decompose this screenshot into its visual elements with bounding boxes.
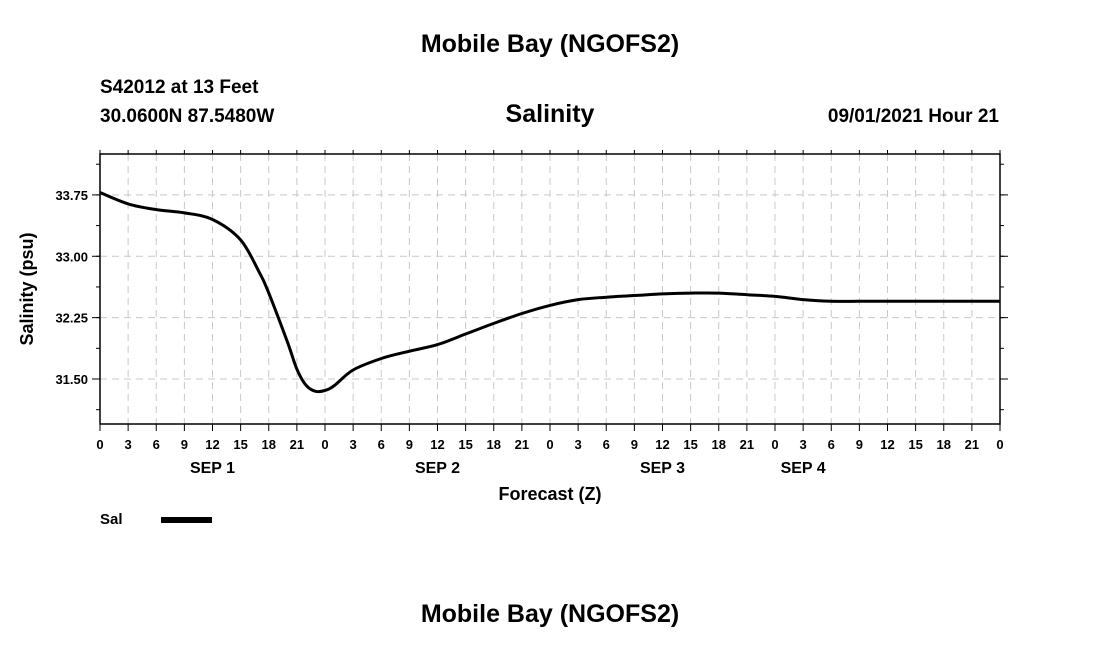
date-labels: SEP 1 SEP 2 SEP 3 SEP 4 [190, 460, 826, 477]
x-tick-label: 0 [96, 437, 103, 452]
x-tick-label: 3 [350, 437, 357, 452]
y-tick-label: 33.00 [55, 249, 88, 264]
x-tick-label: 18 [712, 437, 726, 452]
date-label: SEP 2 [415, 460, 460, 477]
x-tick-label: 12 [880, 437, 894, 452]
date-label: SEP 1 [190, 460, 235, 477]
x-tick-label: 21 [740, 437, 754, 452]
x-tick-label: 15 [233, 437, 247, 452]
station-label: S42012 at 13 Feet [100, 77, 259, 98]
x-axis-title: Forecast (Z) [498, 484, 601, 504]
x-tick-label: 21 [290, 437, 304, 452]
x-tick-label: 18 [262, 437, 276, 452]
x-tick-label: 3 [575, 437, 582, 452]
x-tick-label: 12 [655, 437, 669, 452]
plot-frame [99, 153, 1001, 425]
date-label: SEP 4 [781, 460, 826, 477]
variable-title: Salinity [505, 100, 595, 128]
x-tick-label: 6 [378, 437, 385, 452]
legend: Sal [100, 511, 212, 528]
x-tick-label: 15 [683, 437, 697, 452]
x-tick-label: 9 [181, 437, 188, 452]
x-tick-label: 15 [458, 437, 472, 452]
x-tick-label: 9 [856, 437, 863, 452]
forecast-timestamp: 09/01/2021 Hour 21 [827, 106, 999, 127]
x-tick-label: 9 [406, 437, 413, 452]
x-tick-label: 18 [487, 437, 501, 452]
date-label: SEP 3 [640, 460, 685, 477]
y-axis-title: Salinity (psu) [17, 232, 37, 345]
series-group [99, 191, 1000, 394]
legend-label: Sal [100, 511, 123, 528]
y-tick-label: 31.50 [55, 372, 88, 387]
x-tick-label: 0 [996, 437, 1003, 452]
x-tick-label: 0 [321, 437, 328, 452]
footer-title: Mobile Bay (NGOFS2) [420, 600, 680, 628]
chart-title-main: Mobile Bay (NGOFS2) [420, 30, 680, 58]
y-tick-label: 33.75 [55, 188, 88, 203]
x-tick-label: 0 [546, 437, 553, 452]
x-tick-label: 21 [965, 437, 979, 452]
x-tick-label: 9 [631, 437, 638, 452]
x-tick-label: 3 [800, 437, 807, 452]
x-tick-label: 0 [771, 437, 778, 452]
x-tick-label: 12 [430, 437, 444, 452]
x-tick-label: 15 [908, 437, 922, 452]
x-tick-labels: 0 3 6 9 12 15 18 21 0 3 6 9 12 15 18 21 0 3 6 9 12 15 18 21 0 3 6 9… [96, 437, 1003, 452]
y-tick-label: 32.25 [55, 311, 88, 326]
x-tick-label: 18 [937, 437, 951, 452]
series-line-sal [99, 191, 1000, 394]
x-tick-label: 12 [205, 437, 219, 452]
x-tick-label: 6 [828, 437, 835, 452]
x-tick-label: 6 [603, 437, 610, 452]
grid-lines [100, 154, 1000, 424]
station-coordinates: 30.0600N 87.5480W [100, 106, 275, 127]
y-tick-labels: 31.50 32.25 33.00 33.75 [55, 188, 88, 387]
x-tick-label: 3 [125, 437, 132, 452]
x-tick-label: 21 [515, 437, 529, 452]
x-tick-label: 6 [153, 437, 160, 452]
